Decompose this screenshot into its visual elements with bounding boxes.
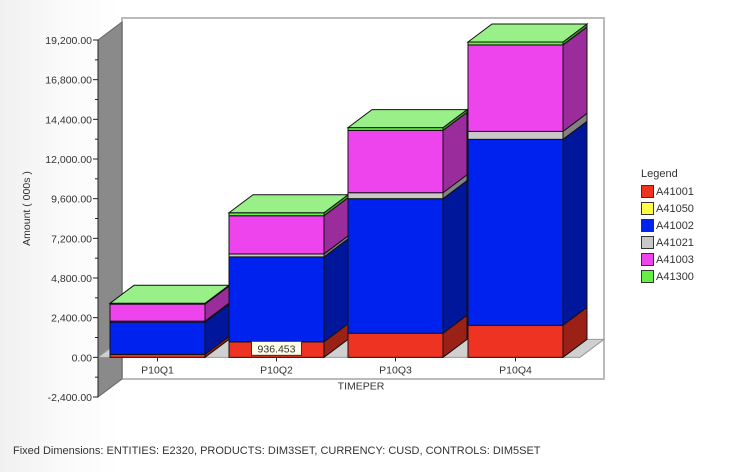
y-axis-label: Amount ( 000s ) (21, 171, 33, 246)
legend-item-A41001: A41001 (641, 183, 694, 200)
legend-label: A41300 (656, 270, 694, 283)
x-tick-label: P10Q3 (379, 364, 412, 376)
bar-segment-A41001 (347, 332, 444, 358)
bar-segment-A41002 (467, 138, 564, 326)
legend-item-A41300: A41300 (641, 268, 694, 285)
legend: Legend A41001 A41050 A41002 A41021 A41003 A41… (641, 168, 694, 285)
legend-swatch (641, 270, 654, 283)
legend-item-A41003: A41003 (641, 251, 694, 268)
bar-segment-A41002 (109, 321, 206, 355)
bar-side-A41002 (562, 120, 588, 327)
legend-label: A41002 (656, 219, 694, 232)
legend-item-A41050: A41050 (641, 200, 694, 217)
bar-top-face (466, 23, 589, 43)
x-axis-label: TIMEPER (338, 380, 385, 392)
data-label-box (251, 340, 302, 356)
x-tick-label: P10Q2 (260, 364, 293, 376)
bar-top-face (346, 109, 469, 129)
bar-segment-A41002 (228, 256, 325, 343)
legend-swatch (641, 185, 654, 198)
y-tick-label: 0.00 (72, 352, 93, 364)
bar-group-P10Q3: P10Q3 (346, 108, 469, 376)
legend-label: A41001 (656, 185, 694, 198)
y-tick-label: 14,400.00 (45, 114, 92, 126)
legend-item-A41002: A41002 (641, 217, 694, 234)
y-tick-label: 16,800.00 (45, 75, 92, 87)
y-tick-label: 4,800.00 (51, 273, 92, 285)
y-tick-label: 19,200.00 (45, 35, 92, 47)
y-tick-label: 12,000.00 (45, 154, 92, 166)
y-tick-label: -2,400.00 (48, 392, 93, 404)
bar-segment-A41003 (347, 129, 444, 194)
y-tick-label: 7,200.00 (51, 233, 92, 245)
legend-swatch (641, 253, 654, 266)
bar-group-P10Q4: P10Q4 (466, 22, 589, 376)
bar-segment-A41002 (347, 198, 444, 334)
bar-segment-A41001 (467, 324, 564, 358)
data-label: 936.453 (258, 343, 296, 355)
legend-swatch (641, 236, 654, 249)
y-tick-label: 2,400.00 (51, 313, 92, 325)
bar-group-P10Q1: P10Q1 (108, 284, 231, 376)
legend-swatch (641, 219, 654, 232)
legend-label: A41050 (656, 202, 694, 215)
x-tick-label: P10Q4 (499, 364, 532, 376)
bar-side-A41002 (442, 179, 468, 335)
x-tick-label: P10Q1 (141, 364, 174, 376)
y-tick-label: 9,600.00 (51, 194, 92, 206)
bar-segment-A41021 (467, 130, 564, 140)
legend-label: A41021 (656, 236, 694, 249)
legend-item-A41021: A41021 (641, 234, 694, 251)
bar-segment-A41003 (109, 303, 206, 322)
legend-label: A41003 (656, 253, 694, 266)
fixed-dimensions-footer: Fixed Dimensions: ENTITIES: E2320, PRODU… (13, 445, 541, 457)
legend-swatch (641, 202, 654, 215)
bar-segment-A41003 (467, 44, 564, 132)
legend-title: Legend (641, 168, 678, 180)
bar-segment-A41021 (347, 192, 444, 200)
bar-segment-A41003 (228, 215, 325, 255)
